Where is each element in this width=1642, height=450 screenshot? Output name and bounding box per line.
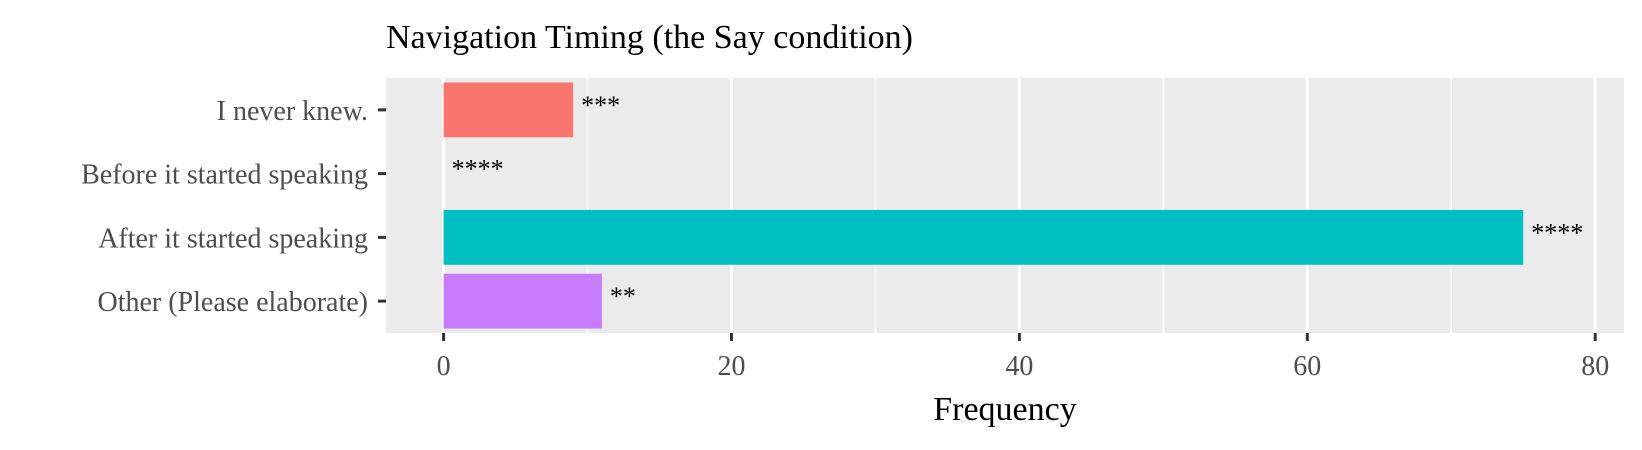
y-axis: I never knew. Before it started speaking A… [81, 96, 386, 318]
bar [443, 209, 1524, 265]
bar [443, 82, 574, 138]
chart-title: Navigation Timing (the Say condition) [386, 19, 913, 56]
x-tick-label: 60 [1293, 351, 1321, 382]
significance-label: ** [610, 282, 636, 311]
significance-label: **** [452, 155, 504, 184]
x-tick-label: 80 [1581, 351, 1609, 382]
x-tick-label: 20 [717, 351, 745, 382]
y-tick-label: I never knew. [217, 96, 368, 127]
major-gridlines [442, 78, 1597, 333]
y-tick-label: Before it started speaking [81, 160, 368, 191]
x-tick-label: 0 [437, 351, 451, 382]
x-tick-label: 40 [1005, 351, 1033, 382]
x-axis-title: Frequency [933, 391, 1077, 428]
significance-labels: ************* [452, 91, 1584, 311]
x-axis: 0 20 40 60 80 [437, 333, 1609, 382]
y-tick-label: After it started speaking [98, 223, 368, 254]
bars [443, 82, 1524, 329]
significance-label: *** [581, 91, 620, 120]
bar [443, 273, 602, 329]
y-tick-label: Other (Please elaborate) [97, 287, 368, 318]
significance-label: **** [1531, 218, 1583, 247]
